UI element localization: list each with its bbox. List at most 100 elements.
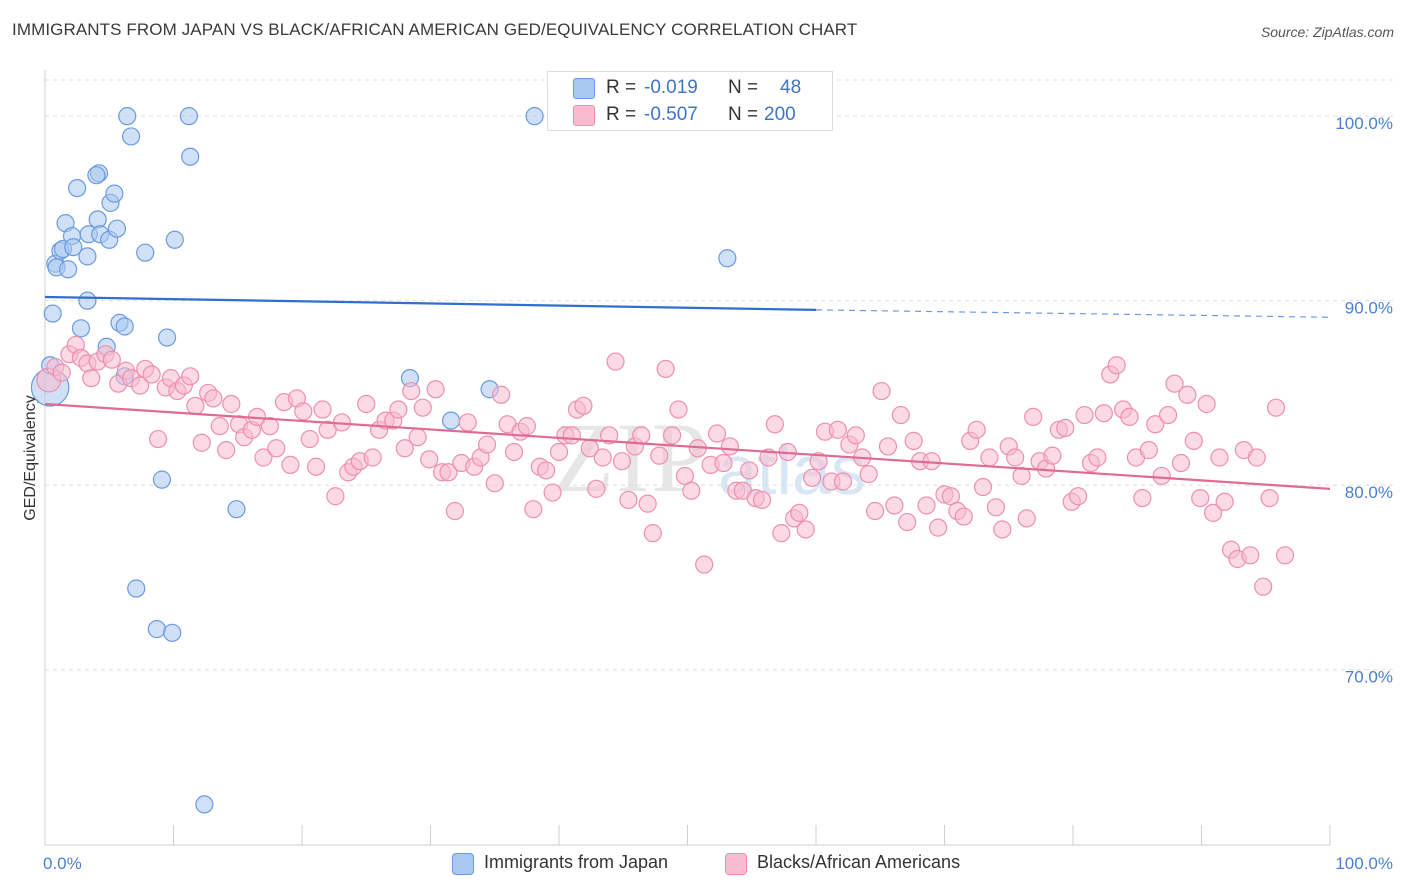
point-black bbox=[662, 426, 682, 445]
point-black bbox=[606, 352, 625, 371]
point-black bbox=[1017, 509, 1036, 528]
point-black bbox=[878, 437, 898, 456]
n-label: N = bbox=[728, 77, 759, 98]
point-black bbox=[891, 405, 910, 425]
point-black bbox=[1158, 405, 1178, 425]
point-japan bbox=[105, 184, 124, 203]
point-black bbox=[574, 396, 593, 415]
point-black bbox=[1203, 503, 1223, 522]
point-japan bbox=[43, 304, 62, 323]
point-japan bbox=[163, 623, 182, 642]
point-black bbox=[993, 520, 1012, 539]
point-japan bbox=[59, 260, 78, 279]
point-japan bbox=[121, 127, 141, 146]
point-black bbox=[389, 400, 408, 419]
point-black bbox=[809, 452, 828, 471]
point-black bbox=[82, 369, 101, 388]
point-black bbox=[1260, 488, 1279, 508]
point-japan bbox=[525, 107, 544, 126]
point-black bbox=[222, 394, 241, 414]
x-tick-label: 0.0% bbox=[43, 854, 82, 873]
point-black bbox=[1184, 431, 1203, 450]
trendline-black bbox=[44, 402, 1331, 490]
point-black bbox=[803, 468, 822, 487]
point-black bbox=[898, 512, 917, 532]
y-tick-label: 80.0% bbox=[1345, 483, 1393, 502]
stats-row-japan: R = -0.019 N = 48 bbox=[548, 75, 832, 101]
point-black bbox=[650, 446, 669, 465]
point-black bbox=[885, 496, 904, 515]
point-black bbox=[1088, 448, 1107, 467]
point-black bbox=[254, 448, 273, 467]
point-black bbox=[593, 448, 612, 467]
point-black bbox=[1006, 448, 1025, 467]
point-black bbox=[1107, 356, 1126, 375]
point-black bbox=[714, 453, 733, 473]
point-black bbox=[1197, 394, 1216, 414]
legend-swatch-black bbox=[725, 853, 747, 875]
point-black bbox=[130, 376, 150, 395]
point-black bbox=[917, 496, 936, 515]
point-black bbox=[1133, 488, 1152, 508]
point-black bbox=[1146, 415, 1165, 434]
point-black bbox=[928, 518, 948, 537]
r-value: -0.019 bbox=[644, 77, 698, 98]
point-black bbox=[562, 426, 581, 445]
point-japan bbox=[179, 107, 199, 126]
point-japan bbox=[87, 166, 106, 185]
point-japan bbox=[195, 795, 214, 814]
point-black bbox=[142, 365, 161, 384]
point-japan bbox=[78, 247, 97, 266]
r-value: -0.507 bbox=[644, 104, 698, 125]
n-label: N = bbox=[728, 104, 759, 125]
n-value: 200 bbox=[764, 104, 796, 125]
point-black bbox=[1094, 404, 1113, 423]
point-japan bbox=[157, 328, 177, 347]
point-black bbox=[1178, 385, 1197, 404]
point-japan bbox=[181, 147, 200, 166]
point-black bbox=[357, 394, 376, 414]
point-black bbox=[1075, 405, 1094, 425]
point-japan bbox=[136, 243, 155, 262]
point-japan bbox=[78, 291, 97, 310]
point-black bbox=[504, 442, 524, 462]
stats-box: R = -0.019 N = 48 R = -0.507 N = 200 bbox=[547, 71, 833, 131]
r-label: R = bbox=[606, 104, 637, 125]
point-black bbox=[1165, 374, 1184, 393]
point-black bbox=[210, 417, 229, 436]
point-black bbox=[772, 524, 791, 543]
point-black bbox=[828, 420, 847, 439]
point-black bbox=[632, 426, 651, 445]
point-black bbox=[752, 490, 772, 510]
point-black bbox=[102, 350, 121, 369]
point-black bbox=[1012, 466, 1031, 486]
point-black bbox=[600, 426, 619, 445]
point-black bbox=[973, 477, 993, 497]
point-black bbox=[413, 398, 432, 417]
point-black bbox=[1191, 488, 1210, 508]
point-black bbox=[967, 420, 986, 439]
point-black bbox=[307, 457, 326, 476]
point-black bbox=[720, 437, 740, 456]
point-black bbox=[408, 428, 427, 447]
point-black bbox=[656, 359, 675, 379]
point-black bbox=[986, 498, 1006, 517]
legend-label-black: Blacks/African Americans bbox=[757, 852, 961, 872]
point-black bbox=[326, 487, 345, 506]
point-black bbox=[267, 439, 286, 458]
point-black bbox=[1247, 448, 1266, 467]
point-black bbox=[1241, 546, 1260, 565]
point-black bbox=[796, 520, 815, 539]
point-black bbox=[517, 417, 536, 436]
legend-label-japan: Immigrants from Japan bbox=[484, 852, 669, 872]
point-black bbox=[192, 433, 211, 452]
point-black bbox=[904, 431, 923, 450]
point-black bbox=[765, 415, 784, 434]
point-black bbox=[420, 450, 439, 469]
point-black bbox=[669, 400, 688, 419]
point-black bbox=[612, 452, 632, 471]
point-black bbox=[1024, 407, 1043, 427]
point-black bbox=[790, 503, 809, 522]
point-black bbox=[260, 417, 279, 436]
x-tick-label: 100.0% bbox=[1335, 854, 1393, 873]
